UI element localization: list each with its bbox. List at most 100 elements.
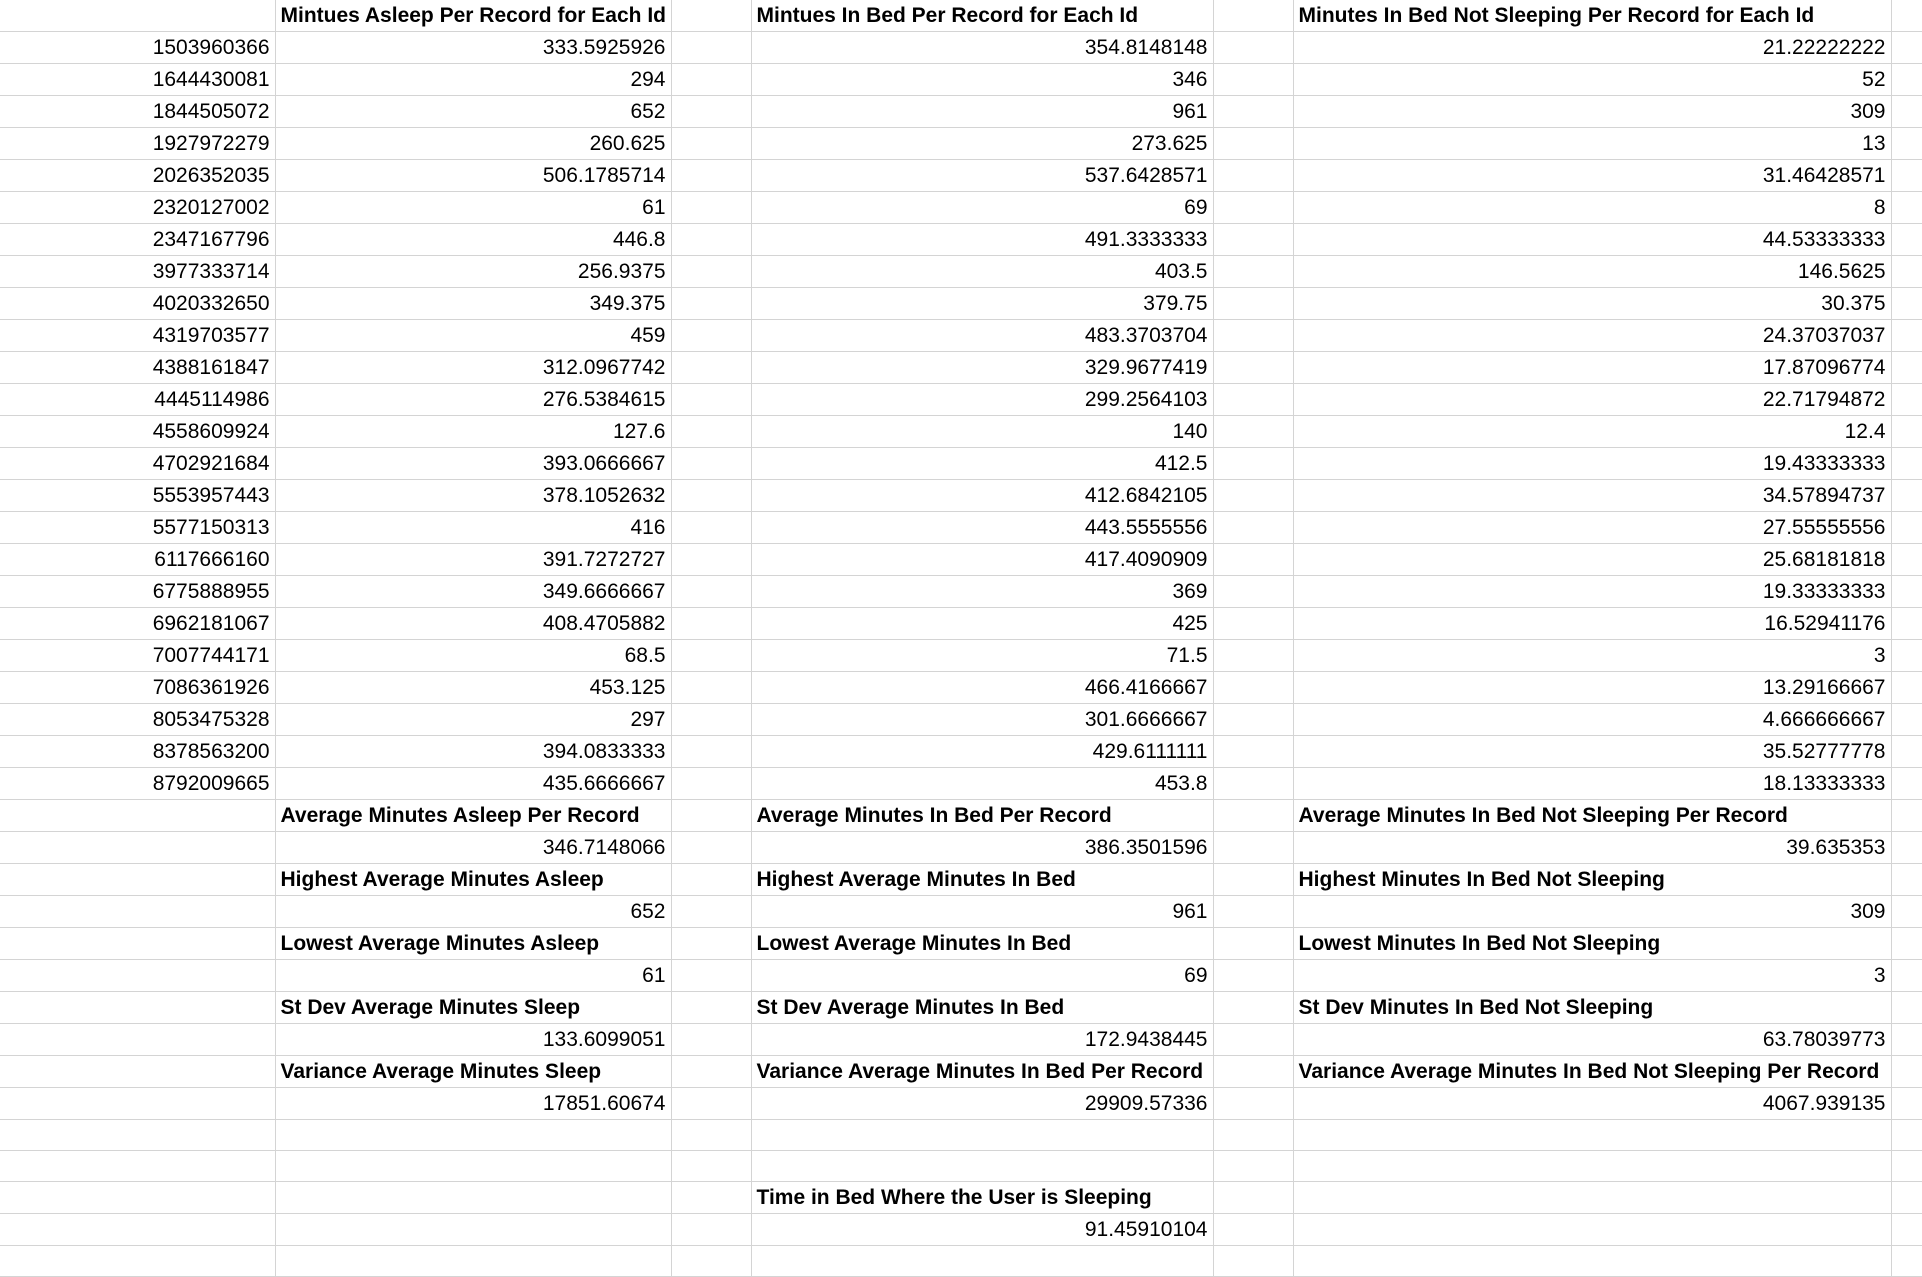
minutes-not-sleeping-cell[interactable]: 22.71794872	[1293, 383, 1892, 416]
empty-cell[interactable]	[671, 95, 752, 128]
record-id-cell[interactable]: 7086361926	[0, 671, 276, 704]
stat-in-bed-value[interactable]: 69	[751, 959, 1214, 992]
empty-cell[interactable]	[1213, 63, 1294, 96]
stat-not-sleeping-value[interactable]: 4067.939135	[1293, 1087, 1892, 1120]
minutes-asleep-cell[interactable]: 260.625	[275, 127, 672, 160]
minutes-asleep-cell[interactable]: 276.5384615	[275, 383, 672, 416]
empty-cell[interactable]	[1213, 255, 1294, 288]
empty-cell[interactable]	[1891, 959, 1922, 992]
minutes-asleep-cell[interactable]: 391.7272727	[275, 543, 672, 576]
empty-cell[interactable]	[0, 1119, 276, 1151]
empty-cell[interactable]	[1891, 127, 1922, 160]
stat-asleep-label[interactable]: St Dev Average Minutes Sleep	[275, 991, 672, 1024]
empty-cell[interactable]	[1213, 959, 1294, 992]
empty-cell[interactable]	[1891, 1055, 1922, 1088]
empty-cell[interactable]	[671, 127, 752, 160]
header-cell-e[interactable]	[1213, 0, 1294, 32]
empty-cell[interactable]	[1891, 927, 1922, 960]
empty-cell[interactable]	[1213, 223, 1294, 256]
minutes-asleep-cell[interactable]: 446.8	[275, 223, 672, 256]
minutes-in-bed-cell[interactable]: 961	[751, 95, 1214, 128]
empty-cell[interactable]	[671, 607, 752, 640]
minutes-asleep-cell[interactable]: 416	[275, 511, 672, 544]
empty-cell[interactable]	[1213, 1087, 1294, 1120]
empty-cell[interactable]	[671, 1055, 752, 1088]
empty-cell[interactable]	[1213, 767, 1294, 800]
empty-cell[interactable]	[671, 735, 752, 768]
empty-cell[interactable]	[1213, 447, 1294, 480]
empty-cell[interactable]	[1213, 479, 1294, 512]
empty-cell[interactable]	[1213, 671, 1294, 704]
empty-cell[interactable]	[671, 31, 752, 64]
empty-cell[interactable]	[671, 479, 752, 512]
minutes-in-bed-cell[interactable]: 299.2564103	[751, 383, 1214, 416]
minutes-in-bed-cell[interactable]: 71.5	[751, 639, 1214, 672]
empty-cell[interactable]	[1213, 1181, 1294, 1214]
empty-cell[interactable]	[1213, 607, 1294, 640]
minutes-asleep-cell[interactable]: 435.6666667	[275, 767, 672, 800]
record-id-cell[interactable]: 7007744171	[0, 639, 276, 672]
minutes-in-bed-cell[interactable]: 417.4090909	[751, 543, 1214, 576]
empty-cell[interactable]	[1891, 1213, 1922, 1246]
empty-cell[interactable]	[0, 991, 276, 1024]
minutes-not-sleeping-cell[interactable]: 12.4	[1293, 415, 1892, 448]
minutes-not-sleeping-cell[interactable]: 24.37037037	[1293, 319, 1892, 352]
record-id-cell[interactable]: 5577150313	[0, 511, 276, 544]
empty-cell[interactable]	[1891, 895, 1922, 928]
empty-cell[interactable]	[671, 1245, 752, 1277]
record-id-cell[interactable]: 8053475328	[0, 703, 276, 736]
minutes-asleep-cell[interactable]: 394.0833333	[275, 735, 672, 768]
minutes-asleep-cell[interactable]: 333.5925926	[275, 31, 672, 64]
empty-cell[interactable]	[1213, 1023, 1294, 1056]
header-minutes-in-bed-not-sleeping[interactable]: Minutes In Bed Not Sleeping Per Record f…	[1293, 0, 1892, 32]
stat-asleep-label[interactable]: Variance Average Minutes Sleep	[275, 1055, 672, 1088]
record-id-cell[interactable]: 4020332650	[0, 287, 276, 320]
empty-cell[interactable]	[1213, 895, 1294, 928]
empty-cell[interactable]	[671, 287, 752, 320]
empty-cell[interactable]	[1891, 191, 1922, 224]
header-cell-g[interactable]	[1891, 0, 1922, 32]
empty-cell[interactable]	[1213, 639, 1294, 672]
header-minutes-in-bed[interactable]: Mintues In Bed Per Record for Each Id	[751, 0, 1214, 32]
record-id-cell[interactable]: 1503960366	[0, 31, 276, 64]
minutes-in-bed-cell[interactable]: 425	[751, 607, 1214, 640]
empty-cell[interactable]	[1891, 831, 1922, 864]
minutes-in-bed-cell[interactable]: 453.8	[751, 767, 1214, 800]
empty-cell[interactable]	[1213, 31, 1294, 64]
empty-cell[interactable]	[1213, 799, 1294, 832]
minutes-asleep-cell[interactable]: 459	[275, 319, 672, 352]
empty-cell[interactable]	[1891, 1119, 1922, 1151]
minutes-not-sleeping-cell[interactable]: 17.87096774	[1293, 351, 1892, 384]
minutes-asleep-cell[interactable]: 506.1785714	[275, 159, 672, 192]
stat-not-sleeping-label[interactable]: Variance Average Minutes In Bed Not Slee…	[1293, 1055, 1892, 1088]
empty-cell[interactable]	[1891, 95, 1922, 128]
empty-cell[interactable]	[1213, 735, 1294, 768]
stat-not-sleeping-value[interactable]: 39.635353	[1293, 831, 1892, 864]
minutes-in-bed-cell[interactable]: 403.5	[751, 255, 1214, 288]
empty-cell[interactable]	[1213, 159, 1294, 192]
empty-cell[interactable]	[1891, 991, 1922, 1024]
empty-cell[interactable]	[671, 511, 752, 544]
empty-cell[interactable]	[1891, 1181, 1922, 1214]
minutes-not-sleeping-cell[interactable]: 16.52941176	[1293, 607, 1892, 640]
empty-cell[interactable]	[1213, 319, 1294, 352]
minutes-not-sleeping-cell[interactable]: 19.43333333	[1293, 447, 1892, 480]
stat-not-sleeping-label[interactable]: Average Minutes In Bed Not Sleeping Per …	[1293, 799, 1892, 832]
empty-cell[interactable]	[0, 959, 276, 992]
minutes-in-bed-cell[interactable]: 466.4166667	[751, 671, 1214, 704]
empty-cell[interactable]	[1891, 639, 1922, 672]
minutes-in-bed-cell[interactable]: 483.3703704	[751, 319, 1214, 352]
empty-cell[interactable]	[1213, 127, 1294, 160]
empty-cell[interactable]	[671, 191, 752, 224]
minutes-in-bed-cell[interactable]: 379.75	[751, 287, 1214, 320]
empty-cell[interactable]	[1293, 1245, 1892, 1277]
stat-not-sleeping-value[interactable]: 3	[1293, 959, 1892, 992]
empty-cell[interactable]	[0, 1213, 276, 1246]
minutes-in-bed-cell[interactable]: 412.6842105	[751, 479, 1214, 512]
empty-cell[interactable]	[0, 863, 276, 896]
minutes-not-sleeping-cell[interactable]: 27.55555556	[1293, 511, 1892, 544]
minutes-not-sleeping-cell[interactable]: 35.52777778	[1293, 735, 1892, 768]
stat-asleep-value[interactable]: 61	[275, 959, 672, 992]
stat-in-bed-value[interactable]: 29909.57336	[751, 1087, 1214, 1120]
stat-asleep-value[interactable]: 17851.60674	[275, 1087, 672, 1120]
